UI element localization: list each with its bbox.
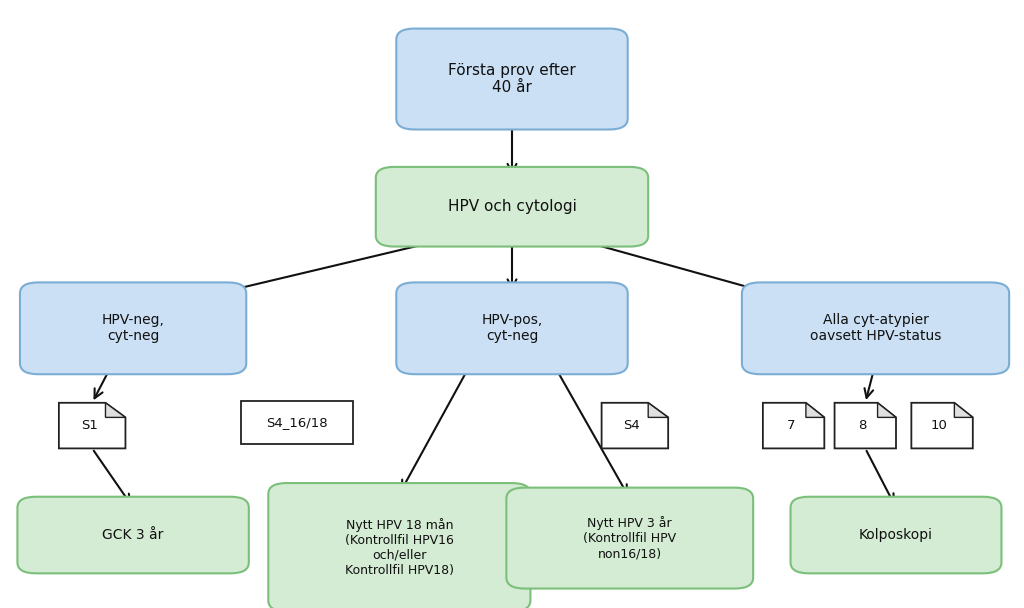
FancyBboxPatch shape	[396, 282, 628, 374]
Polygon shape	[105, 402, 125, 417]
Polygon shape	[602, 402, 669, 449]
Text: Kolposkopi: Kolposkopi	[859, 528, 933, 542]
Text: Nytt HPV 3 år
(Kontrollfil HPV
non16/18): Nytt HPV 3 år (Kontrollfil HPV non16/18)	[584, 516, 676, 560]
Text: Alla cyt-atypier
oavsett HPV-status: Alla cyt-atypier oavsett HPV-status	[810, 313, 941, 344]
Polygon shape	[911, 402, 973, 449]
FancyBboxPatch shape	[20, 282, 247, 374]
Polygon shape	[878, 402, 896, 417]
FancyBboxPatch shape	[376, 167, 648, 247]
Text: 7: 7	[786, 419, 795, 432]
FancyBboxPatch shape	[396, 29, 628, 130]
Text: S4: S4	[624, 419, 640, 432]
Text: S1: S1	[81, 419, 97, 432]
FancyBboxPatch shape	[241, 401, 353, 444]
Polygon shape	[763, 402, 824, 449]
Polygon shape	[58, 402, 125, 449]
Text: 10: 10	[931, 419, 948, 432]
FancyBboxPatch shape	[791, 497, 1001, 573]
Text: HPV-neg,
cyt-neg: HPV-neg, cyt-neg	[101, 313, 165, 344]
Text: HPV och cytologi: HPV och cytologi	[447, 199, 577, 214]
Text: Nytt HPV 18 mån
(Kontrollfil HPV16
och/eller
Kontrollfil HPV18): Nytt HPV 18 mån (Kontrollfil HPV16 och/e…	[345, 518, 454, 576]
Text: 8: 8	[858, 419, 866, 432]
Text: HPV-pos,
cyt-neg: HPV-pos, cyt-neg	[481, 313, 543, 344]
FancyBboxPatch shape	[741, 282, 1009, 374]
Polygon shape	[954, 402, 973, 417]
FancyBboxPatch shape	[506, 488, 753, 589]
Polygon shape	[806, 402, 824, 417]
Text: GCK 3 år: GCK 3 år	[102, 528, 164, 542]
Text: Första prov efter
40 år: Första prov efter 40 år	[449, 63, 575, 95]
Text: S4_16/18: S4_16/18	[266, 416, 328, 429]
Polygon shape	[648, 402, 669, 417]
FancyBboxPatch shape	[17, 497, 249, 573]
FancyBboxPatch shape	[268, 483, 530, 608]
Polygon shape	[835, 402, 896, 449]
